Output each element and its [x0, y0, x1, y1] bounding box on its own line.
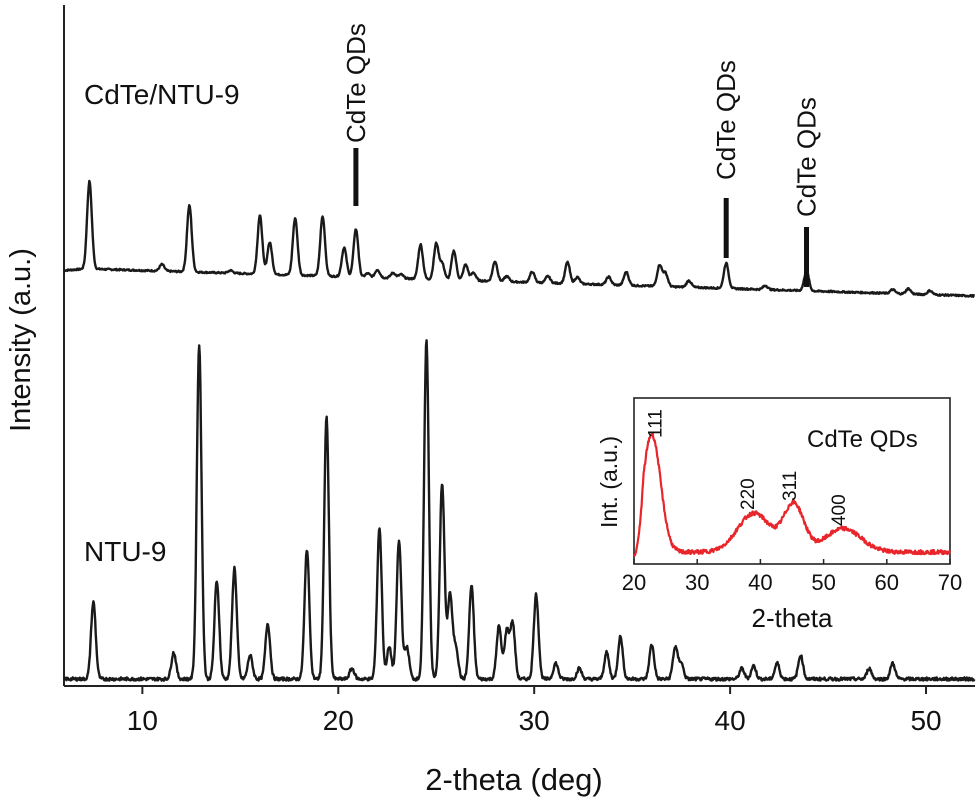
inset-x-tick-label: 70	[938, 570, 962, 595]
x-tick-label: 20	[323, 705, 354, 736]
inset-x-tick-label: 30	[685, 570, 709, 595]
inset-peak-label: 311	[780, 471, 801, 501]
inset-series-line	[633, 432, 952, 557]
inset-title: CdTe QDs	[807, 426, 918, 453]
inset-x-tick-label: 60	[875, 570, 899, 595]
main-plot: 10 20 30 40 50 CdTe QDs CdTe QDs CdTe QDs 2-th…	[5, 5, 976, 797]
x-tick-label: 30	[519, 705, 550, 736]
annotation-label: CdTe QDs	[711, 60, 741, 180]
inset-y-axis-label: Int. (a.u.)	[596, 436, 622, 528]
inset-x-tick-label: 40	[748, 570, 772, 595]
inset-x-tick-label: 50	[811, 570, 835, 595]
x-tick-label: 50	[910, 705, 941, 736]
inset-peak-label: 220	[738, 478, 759, 510]
series-line-ntu9	[63, 339, 976, 682]
series-line-cdte-ntu9	[63, 179, 976, 298]
inset-frame	[633, 397, 951, 565]
series-label-ntu9: NTU-9	[84, 536, 166, 567]
y-axis-label: Intensity (a.u.)	[5, 248, 37, 432]
x-tick-label: 40	[715, 705, 746, 736]
inset-peak-label: 111	[646, 409, 667, 438]
series-label-cdte-ntu9: CdTe/NTU-9	[84, 79, 240, 110]
inset-x-tick-label: 20	[622, 570, 646, 595]
x-axis-label: 2-theta (deg)	[425, 762, 603, 797]
inset-peak-label: 400	[829, 494, 850, 526]
annotation-label: CdTe QDs	[341, 23, 371, 143]
inset-plot: 20 30 40 50 60 70 111 220 311 400 CdTe QDs 2-the…	[596, 397, 962, 633]
annotation-label: CdTe QDs	[792, 97, 822, 217]
x-tick-label: 10	[127, 705, 158, 736]
inset-x-axis-label: 2-theta	[752, 603, 833, 633]
